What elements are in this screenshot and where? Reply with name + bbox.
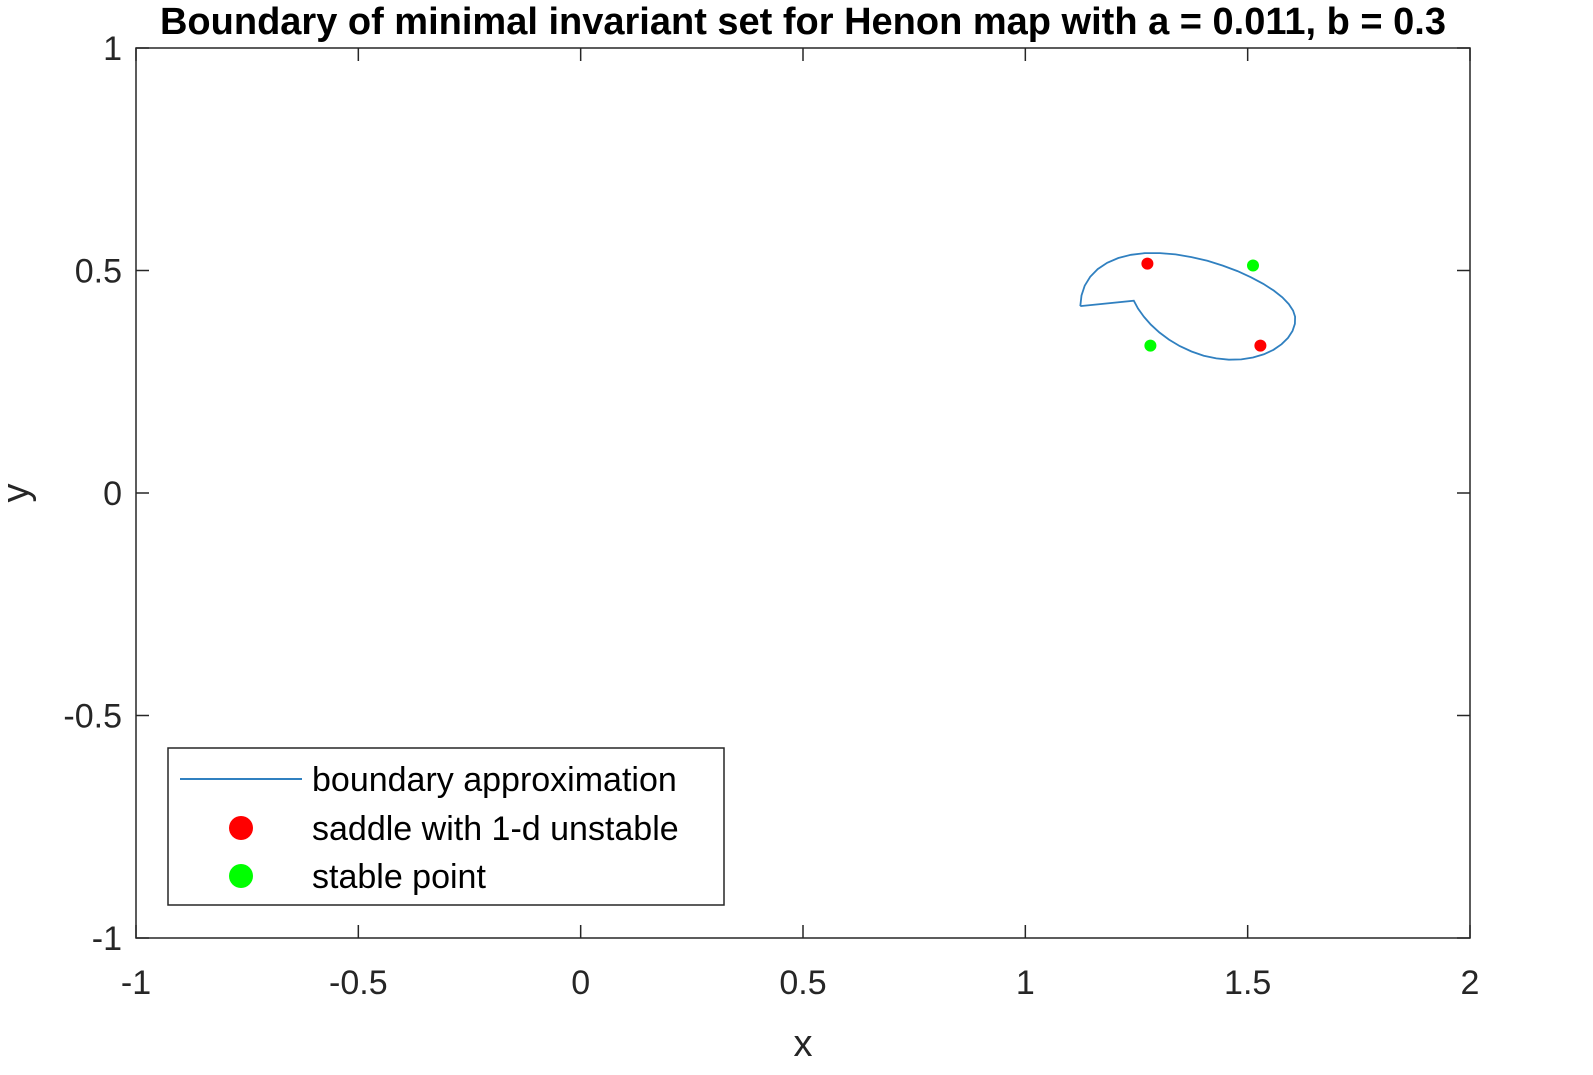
legend: boundary approximation saddle with 1-d u… bbox=[167, 747, 725, 906]
saddle-point-2 bbox=[1254, 339, 1267, 352]
x-axis-label: x bbox=[794, 1023, 813, 1065]
boundary-approximation-curve bbox=[1079, 252, 1297, 361]
x-tick-label: 1.5 bbox=[1224, 964, 1271, 1002]
x-tick-label: 1 bbox=[1016, 964, 1035, 1002]
stable-point-1 bbox=[1247, 259, 1259, 272]
legend-label-stable: stable point bbox=[312, 858, 486, 896]
stable-point-2 bbox=[1144, 339, 1157, 352]
y-tick-label: -0.5 bbox=[63, 698, 122, 736]
chart-title: Boundary of minimal invariant set for He… bbox=[160, 1, 1446, 43]
x-tick-label: -0.5 bbox=[329, 964, 388, 1002]
x-tick-label: -1 bbox=[121, 964, 151, 1002]
x-tick-label: 0 bbox=[571, 964, 590, 1002]
legend-box bbox=[167, 747, 725, 906]
y-tick-label: -1 bbox=[92, 920, 122, 958]
y-axis-label: y bbox=[0, 484, 37, 503]
legend-label-saddle: saddle with 1-d unstable bbox=[312, 810, 679, 848]
legend-label-boundary: boundary approximation bbox=[312, 761, 677, 799]
y-tick-label: 1 bbox=[103, 30, 122, 68]
legend-marker-stable bbox=[229, 864, 253, 888]
x-tick-label: 0.5 bbox=[779, 964, 826, 1002]
legend-marker-saddle bbox=[229, 816, 253, 840]
data-layer bbox=[1079, 252, 1297, 361]
x-tick-label: 2 bbox=[1461, 964, 1480, 1002]
axes-layer: -1 -0.5 0 0.5 1 1.5 2 -1 -0.5 0 0.5 1 bbox=[63, 30, 1479, 1002]
saddle-point-1 bbox=[1141, 257, 1154, 270]
y-tick-label: 0 bbox=[103, 475, 122, 513]
y-tick-label: 0.5 bbox=[75, 253, 122, 291]
